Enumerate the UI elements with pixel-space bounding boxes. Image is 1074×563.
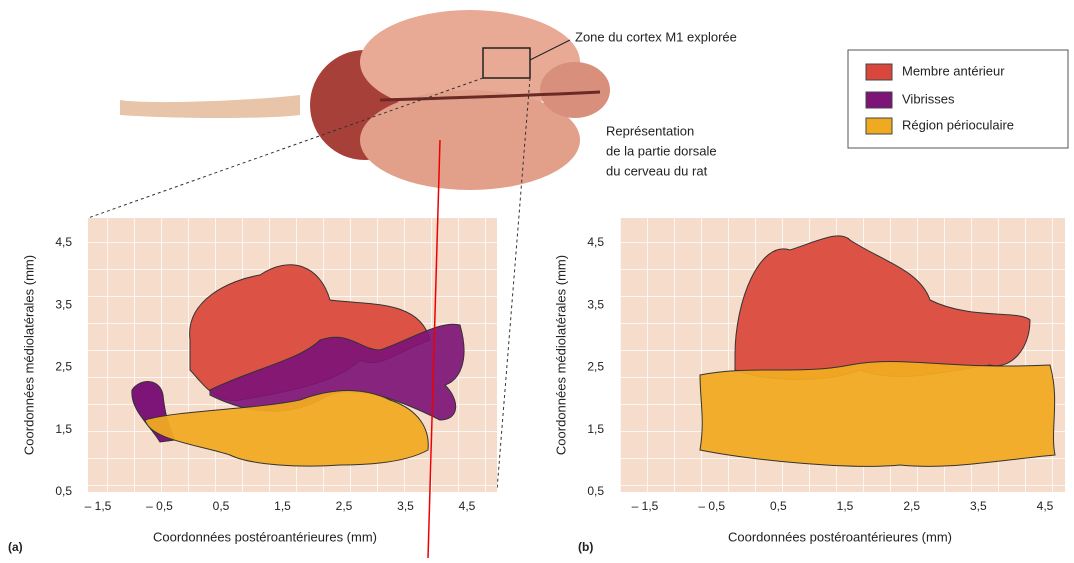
x-tick-label: 1,5 [274,499,291,513]
x-tick-label: 2,5 [336,499,353,513]
y-tick-label: 4,5 [55,235,72,249]
x-tick-label: 4,5 [1037,499,1054,513]
panel-label: (a) [8,540,23,554]
callout: Zone du cortex M1 explorée [575,29,737,44]
y-axis-title: Coordonnées médiolatérales (mm) [21,255,36,455]
y-tick-label: 3,5 [587,297,604,311]
x-tick-label: – 1,5 [85,499,112,513]
x-tick-label: 3,5 [970,499,987,513]
y-axis-title: Coordonnées médiolatérales (mm) [553,255,568,455]
legend-label: Membre antérieur [902,63,1005,78]
y-tick-label: 2,5 [55,360,72,374]
x-tick-label: – 0,5 [698,499,725,513]
x-tick-label: 2,5 [903,499,920,513]
x-axis-title: Coordonnées postéroantérieures (mm) [153,529,377,544]
x-tick-label: – 1,5 [632,499,659,513]
x-tick-label: 0,5 [770,499,787,513]
legend: Membre antérieur Vibrisses Région périoc… [848,50,1068,148]
legend-label: Région périoculaire [902,117,1014,132]
description: de la partie dorsale [606,143,717,158]
y-tick-label: 2,5 [587,360,604,374]
x-tick-label: 1,5 [837,499,854,513]
x-axis-title: Coordonnées postéroantérieures (mm) [728,529,952,544]
x-tick-label: 3,5 [397,499,414,513]
y-tick-label: 3,5 [55,297,72,311]
periocular-region [700,361,1055,466]
x-tick-label: 0,5 [213,499,230,513]
y-tick-label: 0,5 [587,484,604,498]
y-tick-label: 0,5 [55,484,72,498]
figure: Zone du cortex M1 explorée Représentatio… [0,0,1074,558]
y-tick-label: 4,5 [587,235,604,249]
x-tick-label: – 0,5 [146,499,173,513]
description: Représentation [606,123,694,138]
legend-label: Vibrisses [902,91,955,106]
description: du cerveau du rat [606,163,708,178]
y-tick-label: 1,5 [55,422,72,436]
y-tick-label: 1,5 [587,422,604,436]
x-tick-label: 4,5 [459,499,476,513]
panel-label: (b) [578,540,593,554]
